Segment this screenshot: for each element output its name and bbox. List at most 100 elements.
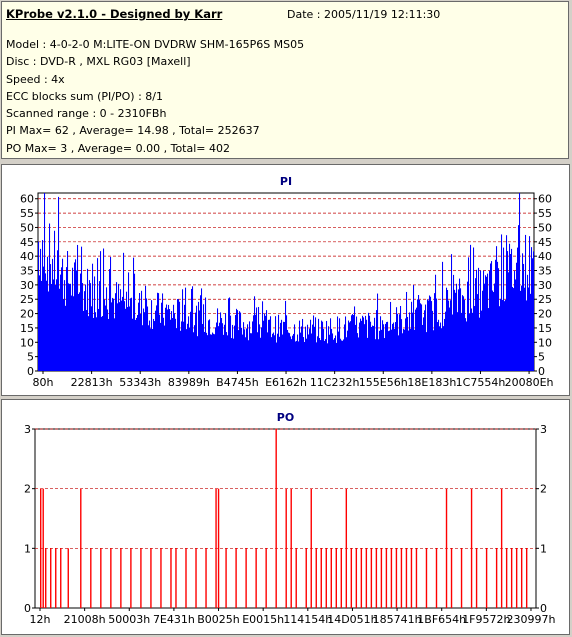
x-tick-label: 14D051h: [327, 613, 377, 626]
pi-bar: [66, 267, 68, 371]
pi-bar: [426, 332, 428, 371]
pi-bar: [206, 332, 208, 371]
pi-bar: [303, 337, 305, 371]
pi-bar: [348, 320, 350, 371]
x-tick-label: E0015h: [242, 613, 284, 626]
pi-bar: [105, 305, 107, 371]
pi-bar: [234, 325, 236, 371]
pi-bar: [488, 308, 490, 371]
pi-bar: [417, 299, 419, 371]
y-tick-label-left: 35: [20, 265, 34, 278]
po-bar: [470, 488, 473, 608]
pi-bar: [239, 311, 241, 371]
pi-bar: [309, 328, 311, 371]
y-tick-label-right: 0: [540, 602, 547, 615]
pi-bar: [223, 334, 225, 371]
pi-bar: [134, 273, 136, 371]
y-tick-label-right: 0: [538, 365, 545, 378]
pi-bar: [276, 342, 278, 371]
po-bar: [375, 548, 378, 608]
pi-bar: [93, 317, 95, 371]
y-tick-label-left: 0: [27, 365, 34, 378]
pi-bar: [135, 319, 137, 371]
pi-bar: [296, 340, 298, 371]
pi-bar: [475, 278, 477, 371]
x-tick-label: 21008h: [64, 613, 106, 626]
y-tick-label-right: 10: [538, 336, 552, 349]
pi-bar: [226, 332, 228, 371]
pi-bar: [104, 299, 106, 371]
pi-bar: [396, 307, 398, 371]
pi-bar: [40, 248, 42, 371]
pi-bar: [110, 256, 112, 371]
pi-bar: [339, 318, 341, 371]
pi-bar: [520, 290, 522, 371]
pi-bar: [259, 324, 261, 371]
pi-bar: [464, 299, 466, 371]
pi-bar: [219, 322, 221, 371]
pi-bar: [451, 254, 453, 371]
pi-bar: [166, 304, 168, 371]
pi-bar: [392, 323, 394, 371]
x-tick-label: 53343h: [119, 376, 161, 389]
pi-bar: [416, 307, 418, 371]
pi-bar: [168, 304, 170, 371]
pi-bar: [491, 261, 493, 371]
pi-bar: [376, 310, 378, 371]
pi-bar: [230, 315, 232, 371]
pi-bar: [201, 288, 203, 371]
pi-bar: [47, 256, 49, 371]
pi-bar: [371, 326, 373, 371]
pi-bar: [232, 324, 234, 371]
y-tick-label-right: 40: [538, 250, 552, 263]
pi-bar: [493, 292, 495, 371]
pi-bar: [465, 318, 467, 371]
po-bar: [340, 548, 343, 608]
pi-bar: [138, 302, 140, 371]
pi-bar: [292, 335, 294, 371]
x-tick-label: 185741h: [373, 613, 422, 626]
pi-bar: [523, 263, 525, 371]
pi-bar: [199, 310, 201, 371]
pi-bar: [297, 334, 299, 371]
pi-bar: [139, 293, 141, 371]
pi-bar: [64, 280, 66, 371]
pi-bar: [76, 270, 78, 371]
pi-bar: [109, 269, 111, 371]
info-range: Scanned range : 0 - 2310FBh: [6, 107, 167, 121]
pi-bar: [132, 318, 134, 371]
pi-bar: [528, 287, 530, 371]
pi-bar: [169, 309, 171, 371]
pi-bar: [140, 313, 142, 371]
y-tick-label-right: 5: [538, 351, 545, 364]
po-bar: [310, 488, 312, 608]
pi-bar: [78, 293, 80, 371]
pi-bar: [190, 311, 192, 371]
pi-bar: [44, 193, 46, 371]
pi-bar: [321, 320, 323, 371]
y-tick-label-right: 15: [538, 322, 552, 335]
pi-bar: [144, 312, 146, 371]
pi-bar: [415, 309, 417, 371]
pi-bar: [179, 301, 181, 371]
pi-bar: [378, 339, 380, 371]
pi-bar: [444, 318, 446, 371]
pi-bar: [311, 333, 313, 371]
pi-bar: [480, 270, 482, 371]
pi-bar: [323, 328, 325, 371]
pi-bar: [43, 266, 45, 371]
pi-bar: [509, 243, 511, 371]
pi-bar: [82, 283, 84, 371]
po-bar: [60, 548, 62, 608]
pi-bar: [280, 322, 282, 371]
pi-bar: [213, 333, 215, 371]
pi-bar: [204, 331, 206, 371]
info-ecc: ECC blocks sum (PI/PO) : 8/1: [6, 89, 163, 103]
pi-bar: [173, 304, 175, 371]
pi-bar: [229, 297, 231, 371]
pi-bar: [228, 298, 230, 371]
pi-bar: [114, 318, 116, 371]
pi-bar: [322, 321, 324, 371]
pi-bar: [424, 310, 426, 371]
pi-bar: [390, 301, 392, 371]
